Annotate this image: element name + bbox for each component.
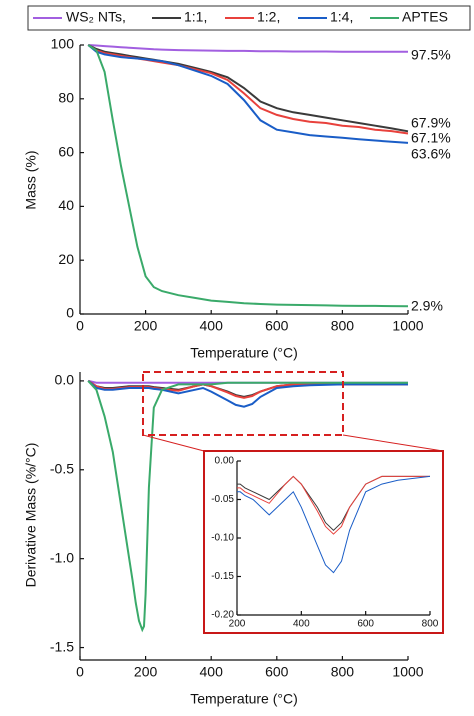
x-tick-label: 200 [229,619,246,630]
end-label: 97.5% [411,47,451,63]
legend-label: APTES [402,9,448,25]
y-tick-label: 40 [58,197,74,213]
x-tick-label: 400 [200,664,224,680]
x-axis-label: Temperature (°C) [190,345,298,361]
series-line [237,475,430,535]
x-tick-label: 600 [265,318,289,334]
end-label: 67.1% [411,130,451,146]
inset-frame [203,450,444,634]
series-line [87,44,409,308]
legend-box [27,5,471,31]
y-tick-label: -0.15 [211,571,234,582]
x-tick-label: 0 [76,318,84,334]
legend-label: 1:4, [330,9,353,25]
series-line [237,475,430,574]
y-tick-label: -0.10 [211,533,234,544]
y-tick-label: 20 [58,251,74,267]
y-tick-label: -0.20 [211,610,234,621]
series-line [87,380,408,408]
zoom-connector [142,434,205,452]
series-line [88,44,408,53]
zoom-connector [342,434,444,452]
x-tick-label: 800 [422,619,439,630]
inset-lines [237,475,430,574]
y-tick-label: -1.5 [50,638,74,654]
x-tick-label: 1000 [392,664,423,680]
legend-label: WS₂ NTs, [66,9,126,25]
series-line [87,44,409,133]
x-tick-label: 600 [357,619,374,630]
y-tick-label: 0.0 [55,372,75,388]
x-tick-label: 200 [134,664,158,680]
y-tick-label: 100 [51,36,75,52]
y-tick-label: -1.0 [50,549,74,565]
x-tick-label: 400 [200,318,224,334]
y-tick-label: 80 [58,90,74,106]
y-tick-label: 0.00 [215,456,235,467]
y-tick-label: -0.5 [50,460,74,476]
end-label: 2.9% [411,298,443,314]
y-axis-label: Derivative Mass (%/°C) [23,443,39,588]
end-label: 63.6% [411,146,451,162]
x-tick-label: 0 [76,664,84,680]
x-tick-label: 1000 [392,318,423,334]
series-line [87,380,408,633]
x-tick-label: 800 [331,664,355,680]
x-tick-label: 600 [265,664,289,680]
zoom-box [142,371,344,436]
x-tick-label: 400 [293,619,310,630]
series-line [87,44,409,135]
legend-label: 1:1, [184,9,207,25]
x-tick-label: 800 [331,318,355,334]
x-axis-label: Temperature (°C) [190,691,298,707]
x-tick-label: 200 [134,318,158,334]
end-label: 67.9% [411,115,451,131]
series-line [87,44,409,144]
y-tick-label: -0.05 [211,494,234,505]
legend-label: 1:2, [257,9,280,25]
y-tick-label: 60 [58,143,74,159]
y-tick-label: 0 [66,305,74,321]
y-axis-label: Mass (%) [23,150,39,209]
